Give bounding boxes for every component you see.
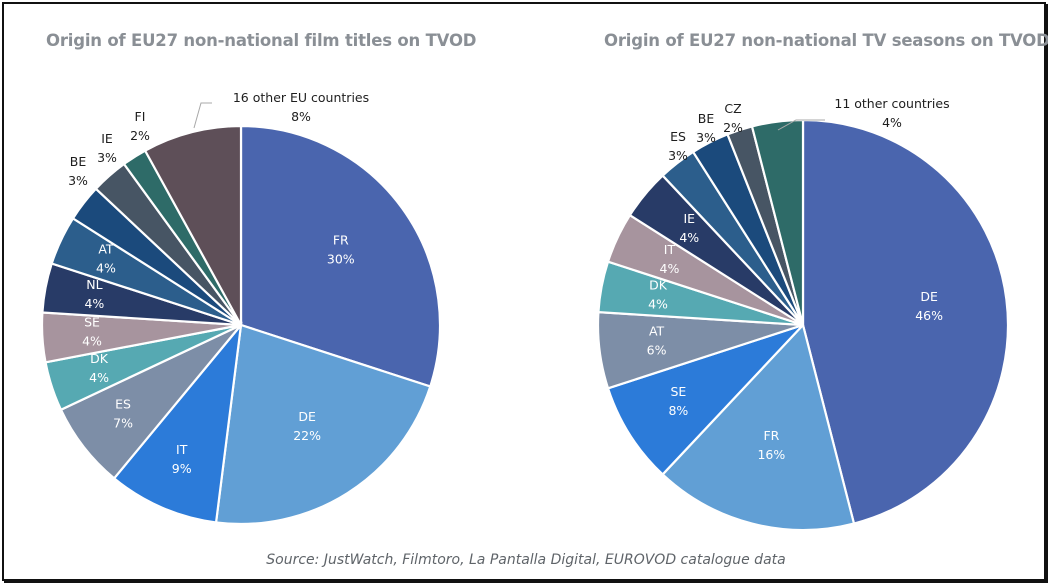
leader-line-16-other-eu-countries bbox=[193, 102, 212, 129]
slice-label-value: 3% bbox=[696, 130, 716, 145]
slice-label-value: 8% bbox=[291, 109, 311, 124]
chart-title-films: Origin of EU27 non-national film titles … bbox=[46, 31, 477, 50]
pie-slice-fr bbox=[239, 124, 442, 388]
slice-label-name: BE bbox=[698, 111, 715, 126]
slice-label-value: 30% bbox=[327, 251, 355, 266]
pie-chart-films: FR30%DE22%IT9%ES7%DK4%SE4%NL4%AT4%BE3%IE… bbox=[40, 90, 442, 526]
slice-label-de: DE 46% bbox=[915, 289, 943, 323]
slice-label-name: IT bbox=[664, 242, 676, 257]
pie-slice-se bbox=[606, 323, 804, 476]
pie-slice-16-other-eu-countries bbox=[143, 124, 243, 326]
chart-title-tv: Origin of EU27 non-national TV seasons o… bbox=[604, 31, 1048, 50]
pie-slice-it bbox=[112, 321, 243, 524]
slice-label-11-other-countries: 11 other countries 4% bbox=[834, 96, 949, 130]
slice-label-value: 7% bbox=[113, 415, 133, 430]
slice-label-16-other-eu-countries: 16 other EU countries 8% bbox=[233, 90, 369, 124]
slice-label-value: 2% bbox=[130, 128, 150, 143]
slice-label-be: BE 3% bbox=[68, 154, 88, 188]
slice-label-it: IT 4% bbox=[660, 242, 680, 276]
slice-label-cz: CZ 2% bbox=[723, 101, 743, 135]
slice-label-value: 3% bbox=[97, 150, 117, 165]
slice-label-at: AT 4% bbox=[96, 241, 116, 275]
slice-label-value: 46% bbox=[915, 308, 943, 323]
slice-label-es: ES 7% bbox=[113, 396, 133, 430]
slice-label-fr: FR 16% bbox=[757, 428, 785, 462]
slice-label-name: 16 other EU countries bbox=[233, 90, 369, 105]
slice-label-name: FR bbox=[763, 428, 779, 443]
slice-label-name: AT bbox=[649, 323, 665, 338]
slice-label-name: SE bbox=[670, 384, 686, 399]
slice-label-fr: FR 30% bbox=[327, 232, 355, 266]
slice-label-es: ES 3% bbox=[668, 129, 688, 163]
pie-chart-tv: DE46%FR16%SE8%AT6%DK4%IT4%IE4%ES3%BE3%CZ… bbox=[596, 96, 1010, 532]
slice-label-se: SE 4% bbox=[82, 314, 102, 348]
slice-label-value: 9% bbox=[172, 461, 192, 476]
slice-label-value: 4% bbox=[84, 296, 104, 311]
leader-line-11-other-countries bbox=[777, 119, 825, 131]
slice-label-ie: IE 3% bbox=[97, 131, 117, 165]
slice-label-name: DE bbox=[298, 409, 316, 424]
slice-label-value: 4% bbox=[96, 260, 116, 275]
slice-label-name: FR bbox=[333, 232, 349, 247]
slice-label-name: DE bbox=[920, 289, 938, 304]
pie-slice-fr bbox=[661, 322, 856, 532]
slice-label-value: 4% bbox=[648, 296, 668, 311]
slice-label-fi: FI 2% bbox=[130, 109, 150, 143]
slice-label-value: 3% bbox=[68, 173, 88, 188]
slice-label-name: AT bbox=[98, 241, 114, 256]
slice-label-value: 22% bbox=[293, 428, 321, 443]
pie-slice-de bbox=[214, 323, 432, 526]
slice-label-name: IE bbox=[683, 211, 695, 226]
slice-label-name: ES bbox=[670, 129, 686, 144]
slice-label-name: CZ bbox=[724, 101, 741, 116]
slice-label-dk: DK 4% bbox=[89, 351, 109, 385]
slice-label-ie: IE 4% bbox=[679, 211, 699, 245]
slice-label-dk: DK 4% bbox=[648, 277, 668, 311]
slice-label-value: 3% bbox=[668, 148, 688, 163]
slice-label-it: IT 9% bbox=[172, 442, 192, 476]
slice-label-value: 2% bbox=[723, 120, 743, 135]
slice-label-name: IT bbox=[176, 442, 188, 457]
slice-label-nl: NL 4% bbox=[84, 277, 104, 311]
slice-label-value: 4% bbox=[82, 333, 102, 348]
slice-label-value: 16% bbox=[757, 447, 785, 462]
slice-label-be: BE 3% bbox=[696, 111, 716, 145]
slice-label-de: DE 22% bbox=[293, 409, 321, 443]
slice-label-name: BE bbox=[70, 154, 87, 169]
slice-label-value: 4% bbox=[679, 230, 699, 245]
slice-label-value: 8% bbox=[668, 403, 688, 418]
slice-label-name: SE bbox=[84, 314, 100, 329]
slice-label-name: DK bbox=[90, 351, 109, 366]
source-note: Source: JustWatch, Filmtoro, La Pantalla… bbox=[266, 552, 786, 568]
pie-slice-de bbox=[801, 118, 1010, 525]
slice-label-value: 6% bbox=[647, 342, 667, 357]
slice-label-value: 4% bbox=[660, 261, 680, 276]
slice-label-at: AT 6% bbox=[647, 323, 667, 357]
slice-label-name: FI bbox=[135, 109, 146, 124]
slice-label-name: ES bbox=[115, 396, 131, 411]
slice-label-se: SE 8% bbox=[668, 384, 688, 418]
slice-label-value: 4% bbox=[89, 370, 109, 385]
slice-label-name: NL bbox=[86, 277, 102, 292]
slice-label-value: 4% bbox=[882, 115, 902, 130]
slice-label-name: IE bbox=[101, 131, 113, 146]
slice-label-name: DK bbox=[649, 277, 668, 292]
slice-label-name: 11 other countries bbox=[834, 96, 949, 111]
